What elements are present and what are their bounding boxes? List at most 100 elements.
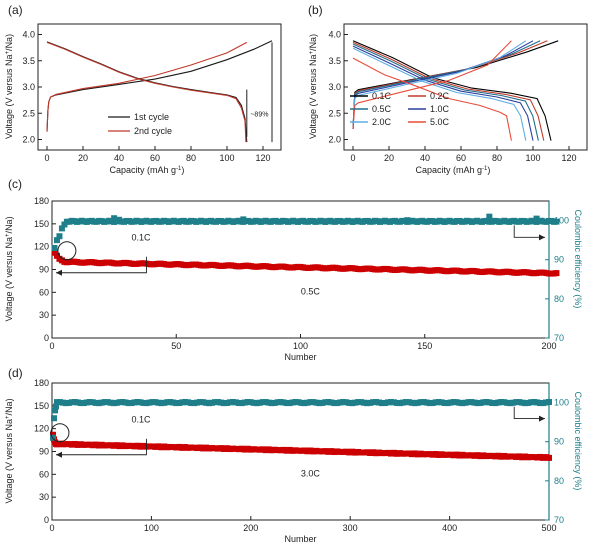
low-rate-annotation: 0.1C [132, 233, 152, 243]
y-axis-right-label: Coulombic efficiency (%) [573, 392, 583, 491]
efficiency-outlier [533, 215, 540, 222]
legend-label: 0.5C [372, 104, 392, 114]
y-tick-label: 3.0 [22, 82, 35, 92]
panel-label: (c) [8, 177, 22, 191]
x-axis-label: Number [284, 534, 316, 544]
discharge-curve [352, 47, 527, 141]
y-tick-label: 150 [34, 401, 49, 411]
y-tick-label: 0 [44, 515, 49, 525]
charge-curve [352, 40, 527, 130]
x-tick-label: 400 [442, 523, 457, 533]
y-tick-label: 120 [34, 424, 49, 434]
y-tick-label: 100 [554, 216, 569, 226]
y-tick-label: 0 [44, 333, 49, 343]
efficiency-arrowhead [539, 415, 545, 422]
highlight-circle [50, 423, 70, 443]
efficiency-arrowhead [539, 234, 545, 241]
efficiency-point [53, 237, 60, 244]
y-tick-label: 2.5 [22, 108, 35, 118]
x-axis-label: Capacity (mAh g-1) [110, 165, 185, 175]
efficiency-point [50, 415, 57, 422]
x-tick-label: 100 [525, 153, 540, 163]
y-tick-label: 60 [39, 287, 49, 297]
efficiency-outlier [404, 217, 411, 224]
y-tick-label: 2.0 [22, 135, 35, 145]
y-tick-label: 3.5 [328, 56, 341, 66]
legend-label: 1st cycle [134, 112, 169, 122]
x-tick-label: 200 [243, 523, 258, 533]
highlight-circle [57, 241, 77, 261]
efficiency-outlier [116, 216, 123, 223]
x-tick-label: 200 [541, 341, 556, 351]
retention-annotation: ~89% [250, 111, 268, 118]
capacity-point [49, 431, 56, 438]
y-tick-label: 3.5 [22, 56, 35, 66]
x-tick-label: 300 [343, 523, 358, 533]
x-tick-label: 60 [456, 153, 466, 163]
y-tick-label: 70 [554, 333, 564, 343]
discharge-curve [352, 43, 539, 141]
y-axis-label: Voltage (V versus Na+/Na) [4, 398, 14, 503]
plot-frame: 0 100 200 300 400 500 0 30 60 90 120 150 180 70 80 90 10… [4, 378, 583, 544]
discharge-curve [352, 45, 534, 141]
x-tick-label: 60 [150, 153, 160, 163]
x-tick-label: 40 [114, 153, 124, 163]
efficiency-arrow [513, 406, 545, 420]
efficiency-point [51, 407, 58, 414]
efficiency-point [52, 403, 59, 410]
plot-frame: 0 20 40 60 80 100 120 2.0 2.5 3.0 3.5 4.0 Capacity (… [308, 23, 588, 175]
y-tick-label: 120 [34, 242, 49, 252]
y-axis-label: Voltage (V versus Na+/Na) [308, 34, 318, 139]
y-tick-label: 60 [39, 469, 49, 479]
capacity-arrowhead [56, 269, 62, 276]
legend: 1st cycle 2nd cycle [108, 112, 172, 136]
x-tick-label: 0 [44, 153, 49, 163]
y-tick-label: 100 [554, 398, 569, 408]
y-tick-label: 180 [34, 378, 49, 388]
curve-discharge [46, 41, 247, 143]
y-tick-label: 90 [39, 447, 49, 457]
x-tick-label: 0 [350, 153, 355, 163]
efficiency-point [546, 398, 552, 405]
y-tick-label: 80 [554, 294, 564, 304]
discharge-curve [352, 57, 512, 141]
x-tick-label: 0 [49, 341, 54, 351]
discharge-curve [352, 40, 552, 141]
y-tick-label: 70 [554, 515, 564, 525]
legend-label: 2nd cycle [134, 126, 172, 136]
charge-curve [352, 40, 541, 130]
efficiency-point [56, 233, 63, 240]
efficiency-point [58, 225, 65, 232]
legend-label: 5.0C [430, 117, 450, 127]
x-tick-label: 40 [420, 153, 430, 163]
y-tick-label: 30 [39, 492, 49, 502]
y-tick-label: 30 [39, 310, 49, 320]
x-tick-label: 100 [293, 341, 308, 351]
capacity-arrow [56, 256, 147, 274]
x-axis-label: Number [284, 352, 316, 362]
panel-label: (b) [308, 3, 323, 17]
legend-label: 2.0C [372, 117, 392, 127]
y-tick-label: 90 [554, 255, 564, 265]
x-tick-label: 100 [144, 523, 159, 533]
x-tick-label: 80 [492, 153, 502, 163]
efficiency-outlier [322, 218, 329, 225]
y-tick-label: 3.0 [328, 82, 341, 92]
y-axis-label: Voltage (V versus Na+/Na) [4, 216, 14, 321]
x-tick-label: 20 [384, 153, 394, 163]
efficiency-point [51, 244, 58, 251]
x-tick-label: 80 [186, 153, 196, 163]
panel-label: (d) [8, 366, 23, 380]
x-tick-label: 150 [417, 341, 432, 351]
legend-label: 0.1C [372, 91, 392, 101]
x-tick-label: 120 [255, 153, 270, 163]
y-tick-label: 80 [554, 476, 564, 486]
y-tick-label: 150 [34, 219, 49, 229]
high-rate-annotation: 3.0C [301, 469, 321, 479]
capacity-point [51, 249, 58, 256]
legend: 0.1C 0.2C 0.5C 1.0C 2.0C 5.0C [350, 91, 450, 127]
efficiency-outlier [240, 216, 247, 223]
plot-frame: 0 20 40 60 80 100 120 2.0 2.5 3.0 3.5 4.0 Capacity (… [4, 23, 282, 175]
x-tick-label: 0 [49, 523, 54, 533]
